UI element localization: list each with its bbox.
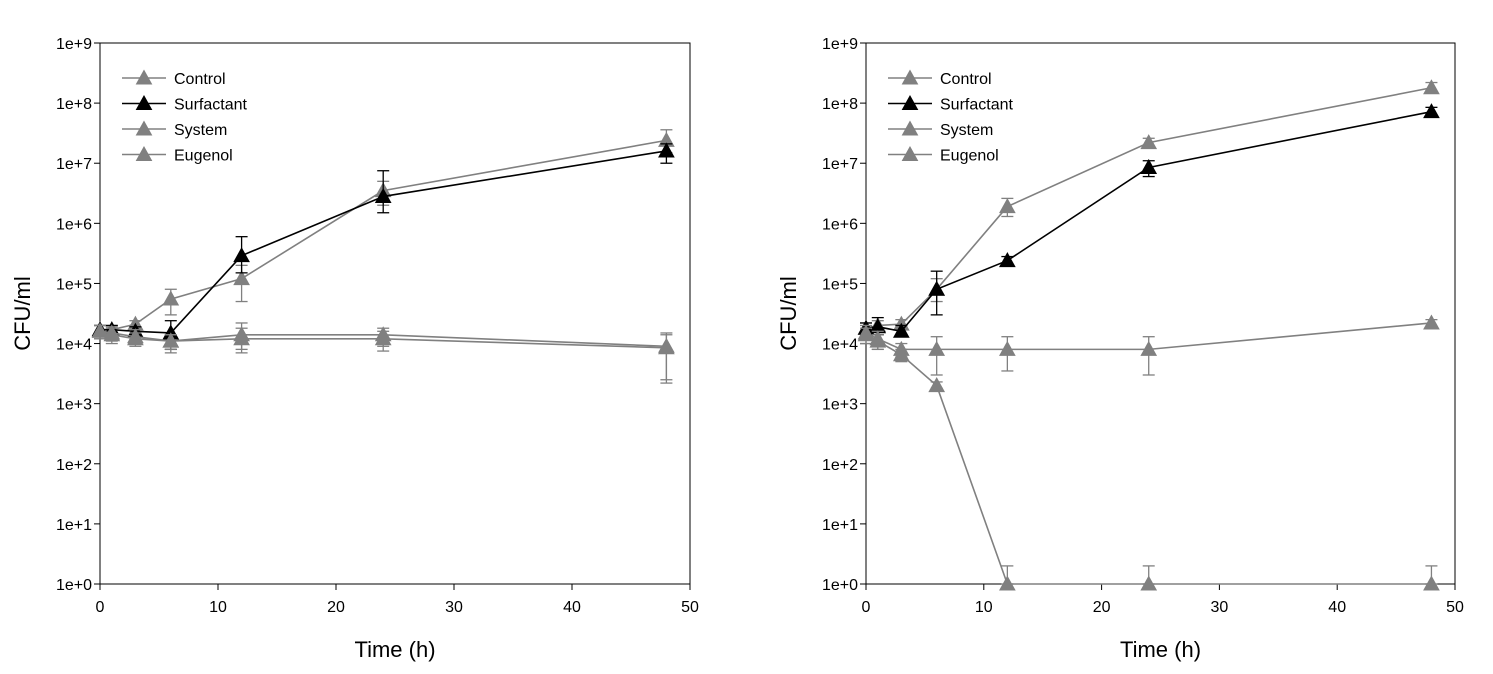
y-tick-label: 1e+9 [822,36,858,53]
legend-marker [901,145,919,161]
y-tick-label: 1e+7 [822,156,858,173]
data-point-surfactant [374,187,392,203]
y-tick-label: 1e+8 [822,96,858,113]
y-tick-label: 1e+5 [822,276,858,293]
data-point-eugenol [162,332,180,348]
data-point-eugenol [91,322,109,338]
x-tick-label: 0 [862,599,871,616]
legend-label: Control [174,71,226,88]
x-tick-label: 50 [1446,599,1464,616]
data-point-eugenol [928,377,946,393]
x-tick-label: 10 [975,599,993,616]
data-point-system [928,340,946,356]
plot-frame [99,42,691,585]
legend-label: System [940,122,993,139]
data-point-eugenol [1140,575,1158,591]
data-point-control [1140,134,1158,150]
legend-marker [901,120,919,136]
y-tick-label: 1e+5 [56,276,92,293]
legend-marker [135,94,153,110]
legend-label: Control [940,71,992,88]
data-point-eugenol [103,326,121,342]
y-tick-label: 1e+0 [822,577,858,594]
y-tick-label: 1e+3 [822,397,858,414]
x-tick-label: 10 [209,599,227,616]
y-tick-label: 1e+4 [56,337,92,354]
x-tick-label: 40 [563,599,581,616]
y-tick-label: 1e+8 [56,96,92,113]
y-tick-label: 1e+1 [822,517,858,534]
y-tick-label: 1e+1 [56,517,92,534]
x-tick-label: 50 [681,599,699,616]
legend-marker [901,69,919,85]
legend-label: Eugenol [940,148,999,165]
y-tick-label: 1e+2 [56,457,92,474]
data-point-eugenol [658,339,675,355]
data-point-eugenol [857,326,875,342]
chart-right: 0 10 20 30 40 50 1e+0 1e+1 1e+2 1e+3 1e+4 1e+5 1e+6 1… [776,36,1464,662]
data-point-surfactant [928,280,946,296]
data-point-eugenol [999,575,1016,591]
y-tick-label: 1e+6 [822,216,858,233]
y-tick-label: 1e+7 [56,156,92,173]
x-tick-label: 0 [96,599,105,616]
y-tick-label: 1e+3 [56,397,92,414]
legend-marker [135,120,153,136]
data-point-surfactant [1140,158,1158,174]
data-point-control [233,270,250,286]
data-point-system [999,340,1016,356]
data-point-eugenol [374,330,392,346]
y-axis-label: CFU/ml [10,276,35,351]
data-point-surfactant [658,142,675,158]
series-line-control [100,139,667,331]
y-tick-label: 1e+2 [822,457,858,474]
data-point-eugenol [1423,575,1440,591]
data-point-surfactant [892,322,910,338]
x-tick-label: 20 [1093,599,1111,616]
legend-label: System [174,122,227,139]
y-tick-label: 1e+9 [56,36,92,53]
y-tick-label: 1e+0 [56,577,92,594]
data-point-surfactant [233,247,250,263]
x-axis-label: Time (h) [1120,637,1201,662]
data-point-eugenol [233,330,250,346]
chart-left: 0 10 20 30 40 50 1e+0 1e+1 1e+2 1e+3 1e+4 1e+5 1e+6 1… [10,36,699,662]
data-point-system [1423,314,1440,330]
x-tick-label: 20 [327,599,345,616]
data-point-system [1140,340,1158,356]
data-point-surfactant [1423,103,1440,119]
y-axis-label: CFU/ml [776,276,801,351]
data-point-control [1423,79,1440,95]
data-point-control [999,198,1016,214]
legend-marker [135,69,153,85]
legend-label: Eugenol [174,148,233,165]
legend-label: Surfactant [940,97,1013,114]
data-point-surfactant [999,252,1016,268]
x-tick-label: 30 [1211,599,1229,616]
legend-label: Surfactant [174,97,247,114]
x-axis-label: Time (h) [354,637,435,662]
legend-marker [135,145,153,161]
legend-marker [901,94,919,110]
x-tick-label: 40 [1328,599,1346,616]
y-tick-label: 1e+6 [56,216,92,233]
x-tick-label: 30 [445,599,463,616]
data-point-control [162,290,180,306]
data-point-eugenol [869,332,887,348]
data-point-eugenol [892,346,910,362]
data-point-eugenol [127,330,144,346]
y-tick-label: 1e+4 [822,337,858,354]
